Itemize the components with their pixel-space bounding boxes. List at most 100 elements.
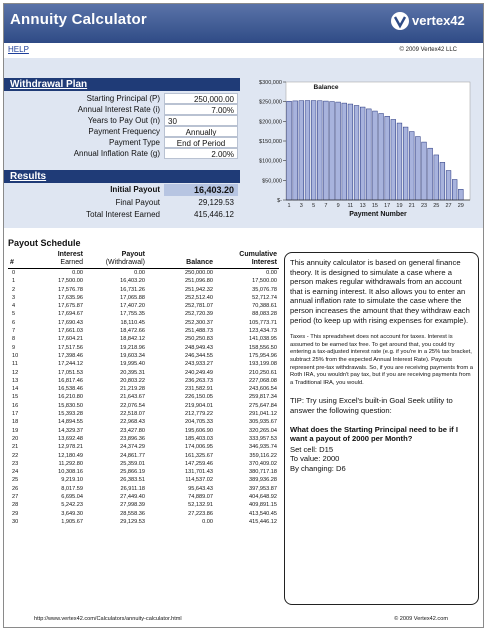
cell-row-number: 26: [12, 485, 19, 492]
cell-cumulative-interest: 404,648.92: [249, 494, 277, 501]
cell-row-number: 25: [12, 477, 19, 484]
table-row: 14 16,538.46 21,219.28 231,582.91 243,606.54: [8, 385, 279, 393]
table-row: 7 17,661.03 18,472.66 251,488.73 123,434.73: [8, 327, 279, 335]
cell-row-number: 19: [12, 427, 19, 434]
years-input[interactable]: 30: [164, 115, 238, 126]
cell-interest-earned: 17,244.12: [58, 361, 83, 368]
cell-interest-earned: 3,649.30: [61, 510, 83, 517]
footer-url[interactable]: http://www.vertex42.com/Calculators/annu…: [34, 616, 182, 622]
x-tick-label: 15: [372, 203, 378, 209]
cell-interest-earned: 10,308.16: [58, 469, 83, 476]
cell-interest-earned: 17,661.03: [58, 328, 83, 335]
cell-row-number: 12: [12, 369, 19, 376]
inflation-input[interactable]: 2.00%: [164, 148, 238, 159]
cell-row-number: 7: [12, 328, 16, 335]
help-link[interactable]: HELP: [8, 45, 29, 54]
y-tick-label: $50,000: [262, 178, 282, 184]
cell-payout: 16,731.26: [120, 286, 145, 293]
balance-bar: [415, 136, 421, 201]
payment-type-select[interactable]: End of Period: [164, 137, 238, 148]
x-tick-label: 9: [337, 203, 340, 209]
principal-input[interactable]: 250,000.00: [164, 93, 238, 104]
cell-payout: 21,219.28: [120, 386, 145, 393]
cell-balance: 251,488.73: [185, 328, 213, 335]
balance-bar: [286, 100, 292, 201]
cell-cumulative-interest: 243,606.54: [249, 386, 277, 393]
cell-row-number: 6: [12, 319, 16, 326]
x-tick-label: 21: [409, 203, 415, 209]
cell-balance: 252,720.39: [185, 311, 213, 318]
interest-rate-input[interactable]: 7.00%: [164, 104, 238, 115]
cell-row-number: 17: [12, 411, 19, 418]
title-bar: Annuity Calculator vertex42: [4, 4, 483, 43]
cell-row-number: 1: [12, 278, 16, 285]
balance-chart: $- $50,000 $100,000 $150,000 $200,000 $250,00…: [244, 72, 476, 222]
cell-balance: 0.00: [202, 518, 213, 525]
x-tick-label: 7: [324, 203, 327, 209]
cell-interest-earned: 17,675.87: [58, 303, 83, 310]
calculator-panel: Withdrawal Plan Starting Principal (P) 2…: [4, 58, 483, 228]
cell-balance: 246,344.55: [185, 352, 213, 359]
balance-bar: [353, 105, 360, 201]
cell-cumulative-interest: 320,265.04: [249, 427, 277, 434]
app-title: Annuity Calculator: [10, 11, 147, 28]
cell-cumulative-interest: 305,935.67: [249, 419, 277, 426]
balance-bar: [304, 100, 311, 201]
input-row-interest-rate: Annual Interest Rate (i) 7.00%: [4, 104, 240, 115]
table-row: 2 17,576.78 16,731.26 251,942.32 35,076.78: [8, 286, 279, 294]
cell-payout: 21,643.67: [120, 394, 145, 401]
cell-payout: 17,755.35: [120, 311, 145, 318]
col-header-num: #: [8, 259, 32, 269]
input-row-years: Years to Pay Out (n) 30: [4, 115, 240, 126]
cell-payout: 18,472.66: [120, 328, 145, 335]
cell-cumulative-interest: 275,647.84: [249, 402, 277, 409]
cell-payout: 25,359.01: [120, 460, 145, 467]
table-row: 20 13,692.48 23,896.36 185,403.03 333,957.53: [8, 435, 279, 443]
table-row: 18 14,894.55 22,968.43 204,705.33 305,935.67: [8, 418, 279, 426]
balance-bar: [433, 154, 439, 201]
table-row: 22 12,180.49 24,861.77 161,325.67 359,116.22: [8, 452, 279, 460]
cell-row-number: 20: [12, 435, 19, 442]
balance-bar: [347, 103, 354, 201]
cell-cumulative-interest: 380,717.18: [249, 469, 277, 476]
cell-interest-earned: 11,292.80: [58, 460, 83, 467]
cell-interest-earned: 14,894.55: [58, 419, 83, 426]
x-axis-title: Payment Number: [349, 211, 407, 218]
chart-plot-area: [285, 81, 471, 201]
cell-balance: 204,705.33: [185, 419, 213, 426]
cell-cumulative-interest: 17,500.00: [252, 278, 277, 285]
cell-interest-earned: 16,538.46: [58, 386, 83, 393]
table-row: 15 16,210.80 21,643.67 226,150.05 259,817.34: [8, 393, 279, 401]
table-row: 16 15,830.50 22,076.54 219,904.01 275,647.84: [8, 402, 279, 410]
cell-balance: 95,643.43: [188, 485, 213, 492]
balance-bar: [323, 100, 329, 201]
cell-interest-earned: 12,978.21: [58, 444, 83, 451]
frequency-select[interactable]: Annually: [164, 126, 238, 137]
cell-interest-earned: 17,635.96: [58, 294, 83, 301]
cell-row-number: 11: [12, 361, 18, 368]
table-row: 11 17,244.12 19,995.40 243,933.27 193,199.08: [8, 360, 279, 368]
cell-cumulative-interest: 210,250.61: [249, 369, 277, 376]
cell-cumulative-interest: 141,038.95: [249, 336, 277, 343]
cell-cumulative-interest: 359,116.22: [249, 452, 277, 459]
balance-bar: [372, 110, 378, 201]
cell-payout: 27,449.40: [120, 494, 145, 501]
table-row: 4 17,675.87 17,407.20 252,781.07 70,388.61: [8, 302, 279, 310]
balance-chart-svg: $- $50,000 $100,000 $150,000 $200,000 $250,00…: [259, 80, 471, 218]
payout-schedule-table: Interest Payout Cumulative # Earned (Wit…: [8, 251, 279, 526]
cell-balance: 251,096.80: [185, 278, 213, 285]
cell-row-number: 10: [12, 352, 19, 359]
balance-bar: [402, 126, 409, 201]
schedule-body: 0 0.00 0.00 250,000.00 0.00 1 17,500.00 16,403.…: [8, 269, 279, 527]
table-row: 25 9,219.10 26,383.51 114,537.02 389,936.28: [8, 476, 279, 484]
cell-cumulative-interest: 389,936.28: [249, 477, 277, 484]
x-tick-label: 13: [360, 203, 366, 209]
cell-cumulative-interest: 70,388.61: [252, 303, 277, 310]
cell-row-number: 0: [12, 270, 16, 276]
balance-bar: [396, 122, 403, 201]
cell-row-number: 21: [12, 444, 19, 451]
cell-interest-earned: 6,695.04: [61, 494, 83, 501]
initial-payout-label: Initial Payout: [110, 185, 160, 194]
table-row: 6 17,690.43 18,110.45 252,300.37 105,773.71: [8, 319, 279, 327]
notes-question: What does the Starting Principal need to…: [290, 424, 458, 444]
